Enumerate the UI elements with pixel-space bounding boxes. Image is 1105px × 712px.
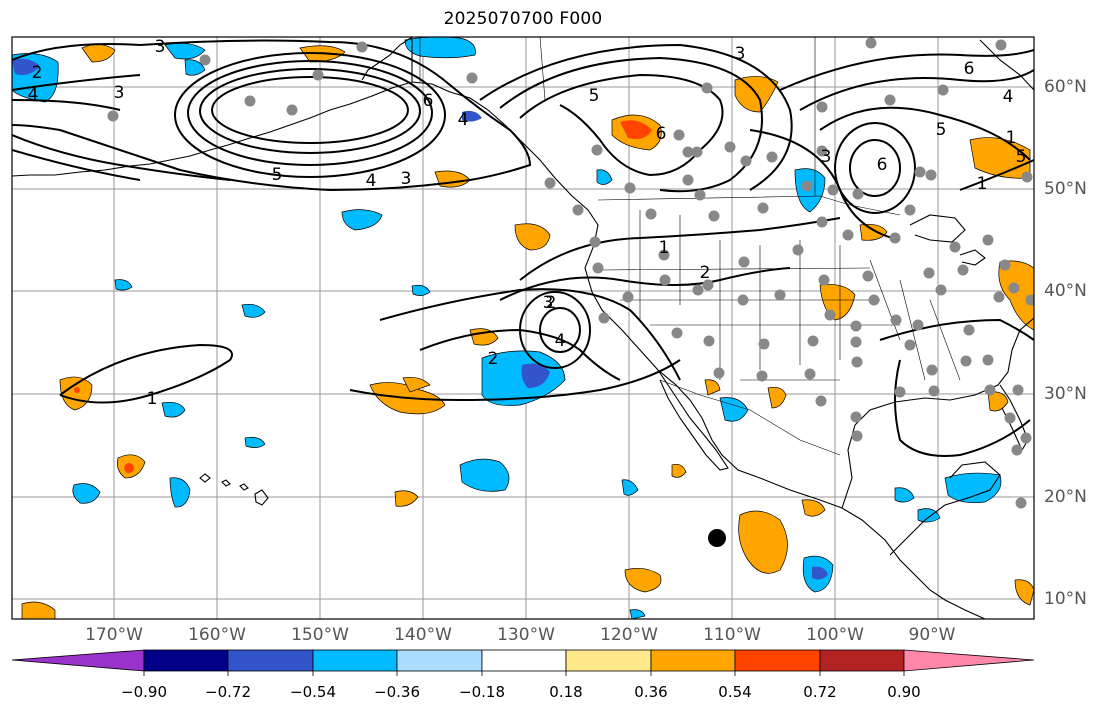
colorbar-segment xyxy=(312,649,398,672)
colorbar-tick-label: 0.72 xyxy=(803,683,837,701)
station-dots xyxy=(107,37,1034,509)
contour-label: 1 xyxy=(147,389,158,409)
lon-tick-label: 150°W xyxy=(291,625,349,645)
lon-tick-label: 140°W xyxy=(394,625,452,645)
colorbar-segment xyxy=(396,649,483,672)
lon-tick-label: 100°W xyxy=(806,625,864,645)
contour-label: 6 xyxy=(877,155,888,175)
contour-label: 4 xyxy=(555,331,566,351)
contour-label: 1 xyxy=(1006,128,1017,148)
lon-tick-label: 170°W xyxy=(85,625,143,645)
contour-label: 2 xyxy=(488,349,499,369)
contour-label: 3 xyxy=(114,83,125,103)
contour-label: 2 xyxy=(700,263,711,283)
colorbar-segment xyxy=(819,649,905,672)
colorbar xyxy=(11,649,1035,676)
strong-negative-patches xyxy=(12,58,828,580)
lon-tick-label: 130°W xyxy=(497,625,555,645)
lon-tick-label: 90°W xyxy=(908,625,956,645)
colorbar-tick-label: 0.36 xyxy=(634,683,668,701)
lat-tick-label: 50°N xyxy=(1044,179,1087,199)
contour-label: 4 xyxy=(28,85,39,105)
colorbar-segment xyxy=(143,649,229,672)
lat-tick-label: 20°N xyxy=(1044,487,1087,507)
contour-label: 4 xyxy=(366,171,377,191)
colorbar-tick-label: −0.72 xyxy=(205,683,251,701)
contour-label: 4 xyxy=(458,110,469,130)
colorbar-tick-label: −0.36 xyxy=(374,683,420,701)
lon-tick-label: 160°W xyxy=(188,625,246,645)
contour-label: 3 xyxy=(155,37,166,57)
contour-label: 3 xyxy=(735,44,746,64)
lon-tick-label: 120°W xyxy=(600,625,658,645)
map-frame xyxy=(11,36,1035,620)
colorbar-tick-label: 0.54 xyxy=(718,683,752,701)
contour-label: 2 xyxy=(32,63,43,83)
lat-tick-label: 10°N xyxy=(1044,589,1087,609)
contour-label: 5 xyxy=(936,120,947,140)
contour-label: 4 xyxy=(1003,87,1014,107)
storm-marker xyxy=(708,529,726,547)
colorbar-segment xyxy=(565,649,652,672)
contour-label: 3 xyxy=(543,293,554,313)
graticule xyxy=(12,37,1034,619)
contour-label: 6 xyxy=(423,91,434,111)
contour-label: 6 xyxy=(656,124,667,144)
colorbar-tick-label: −0.54 xyxy=(290,683,336,701)
colorbar-segment xyxy=(650,649,736,672)
contour-label: 5 xyxy=(1016,147,1027,167)
lat-tick-label: 60°N xyxy=(1044,77,1087,97)
contour-label: 5 xyxy=(272,165,283,185)
contour-label: 3 xyxy=(401,169,412,189)
colorbar-tick-label: 0.18 xyxy=(549,683,583,701)
colorbar-tick-label: 0.90 xyxy=(887,683,921,701)
contour-label: 2 xyxy=(546,293,557,313)
contour-label: 1 xyxy=(977,174,988,194)
contour-lines xyxy=(12,39,1034,457)
contour-label-group: 2 4 3 3 5 4 3 6 3 5 6 4 5 1 1 2 3 3 4 2 … xyxy=(28,37,1027,409)
lat-tick-label: 40°N xyxy=(1044,281,1087,301)
lat-tick-label: 30°N xyxy=(1044,384,1087,404)
contour-label: 5 xyxy=(589,86,600,106)
colorbar-segment xyxy=(227,649,314,672)
strong-positive-patches xyxy=(74,120,652,473)
colorbar-low-extension xyxy=(11,649,145,672)
contour-label: 3 xyxy=(821,147,832,167)
contour-label: 1 xyxy=(659,238,670,258)
colorbar-tick-label: −0.18 xyxy=(459,683,505,701)
colorbar-tick-label: −0.90 xyxy=(121,683,167,701)
colorbar-high-extension xyxy=(903,649,1035,672)
contour-label: 6 xyxy=(964,59,975,79)
lon-tick-label: 110°W xyxy=(703,625,761,645)
colorbar-segment xyxy=(481,649,567,672)
colorbar-segment xyxy=(734,649,821,672)
map-title: 2025070700 F000 xyxy=(443,9,603,29)
